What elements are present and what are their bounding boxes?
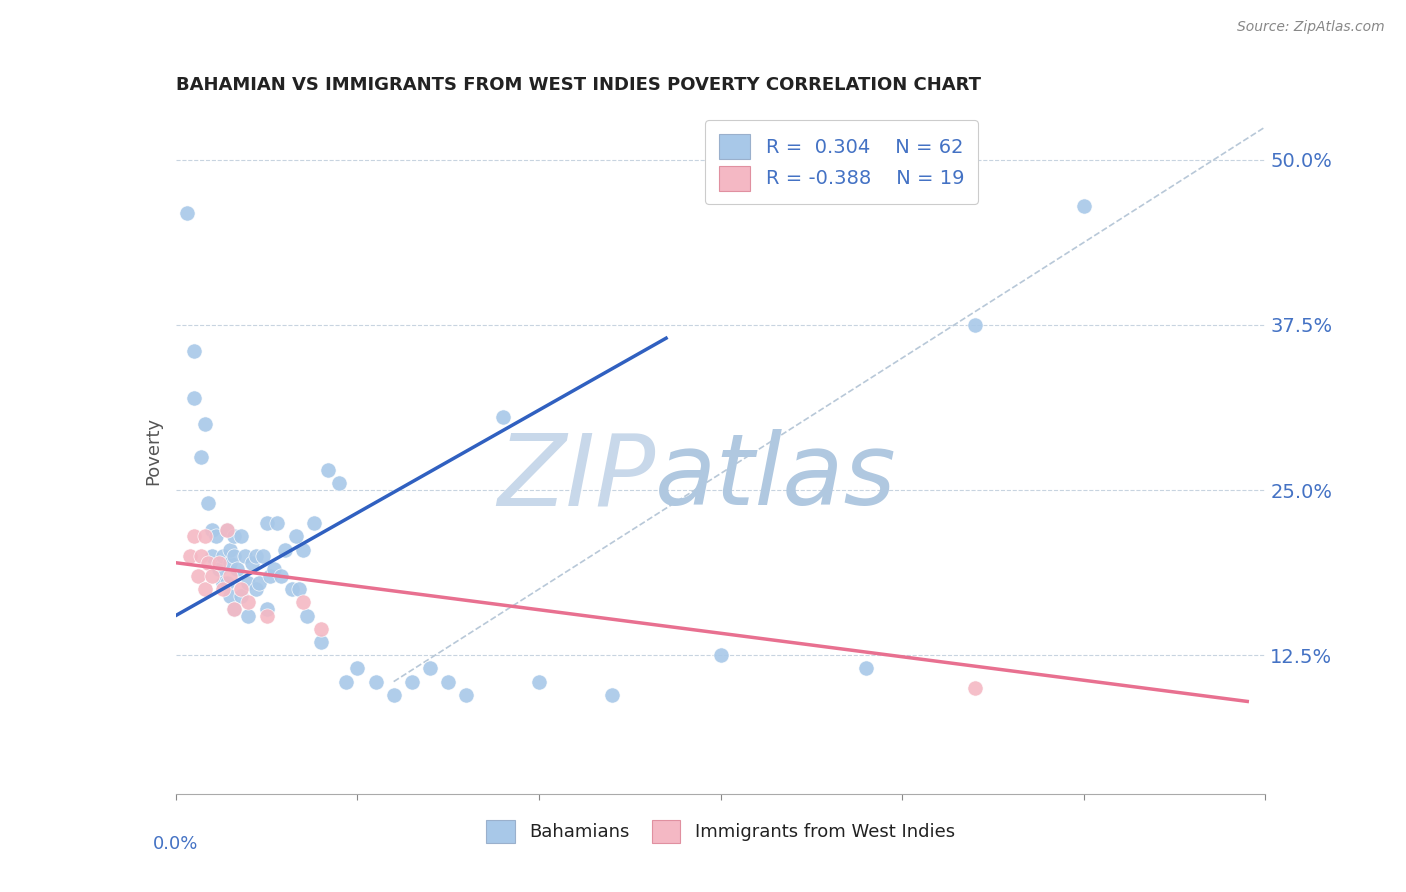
Point xyxy=(231,582,253,596)
Point xyxy=(302,516,325,530)
Point xyxy=(179,549,201,563)
Point xyxy=(295,608,318,623)
Text: atlas: atlas xyxy=(655,429,897,526)
Point xyxy=(309,622,332,636)
Point xyxy=(238,595,260,609)
Point xyxy=(318,463,340,477)
Text: Source: ZipAtlas.com: Source: ZipAtlas.com xyxy=(1237,20,1385,34)
Point xyxy=(208,556,231,570)
Point xyxy=(335,674,357,689)
Point xyxy=(183,391,205,405)
Point xyxy=(212,549,235,563)
Point xyxy=(963,318,986,332)
Point xyxy=(266,516,288,530)
Point xyxy=(240,556,263,570)
Point xyxy=(222,529,245,543)
Point xyxy=(527,674,550,689)
Text: 0.0%: 0.0% xyxy=(153,835,198,853)
Point xyxy=(201,569,224,583)
Point xyxy=(245,549,267,563)
Point xyxy=(219,589,242,603)
Point xyxy=(247,575,270,590)
Point xyxy=(215,523,238,537)
Point xyxy=(710,648,733,663)
Point xyxy=(212,575,235,590)
Point xyxy=(183,529,205,543)
Point xyxy=(256,516,278,530)
Text: BAHAMIAN VS IMMIGRANTS FROM WEST INDIES POVERTY CORRELATION CHART: BAHAMIAN VS IMMIGRANTS FROM WEST INDIES … xyxy=(176,77,981,95)
Point xyxy=(190,450,212,464)
Point xyxy=(291,595,314,609)
Point xyxy=(219,542,242,557)
Point xyxy=(219,556,242,570)
Point xyxy=(600,688,623,702)
Point xyxy=(256,602,278,616)
Point xyxy=(201,523,224,537)
Point xyxy=(419,661,441,675)
Point xyxy=(219,569,242,583)
Point xyxy=(238,575,260,590)
Point xyxy=(212,582,235,596)
Point xyxy=(194,529,217,543)
Point xyxy=(364,674,387,689)
Point xyxy=(215,523,238,537)
Point xyxy=(226,562,249,576)
Point xyxy=(284,529,307,543)
Point xyxy=(328,476,350,491)
Point xyxy=(270,569,292,583)
Point xyxy=(215,575,238,590)
Point xyxy=(288,582,311,596)
Point xyxy=(263,562,285,576)
Point xyxy=(382,688,405,702)
Point xyxy=(197,556,219,570)
Point xyxy=(233,549,256,563)
Text: ZIP: ZIP xyxy=(496,429,655,526)
Legend: Bahamians, Immigrants from West Indies: Bahamians, Immigrants from West Indies xyxy=(475,809,966,854)
Point xyxy=(231,529,253,543)
Point xyxy=(456,688,478,702)
Point xyxy=(855,661,877,675)
Point xyxy=(222,549,245,563)
Point xyxy=(190,549,212,563)
Point xyxy=(231,589,253,603)
Point xyxy=(222,602,245,616)
Point xyxy=(259,569,281,583)
Point xyxy=(194,417,217,431)
Point xyxy=(437,674,460,689)
Point xyxy=(256,608,278,623)
Point xyxy=(201,549,224,563)
Point xyxy=(194,582,217,596)
Point xyxy=(183,344,205,359)
Point xyxy=(204,529,226,543)
Point xyxy=(238,608,260,623)
Point xyxy=(291,542,314,557)
Point xyxy=(492,410,515,425)
Y-axis label: Poverty: Poverty xyxy=(145,417,163,484)
Point xyxy=(281,582,304,596)
Point xyxy=(401,674,423,689)
Point xyxy=(1073,199,1095,213)
Point xyxy=(346,661,368,675)
Point xyxy=(186,569,209,583)
Point xyxy=(245,582,267,596)
Point xyxy=(222,602,245,616)
Point xyxy=(309,635,332,649)
Point xyxy=(274,542,297,557)
Point xyxy=(963,681,986,696)
Point xyxy=(208,562,231,576)
Point xyxy=(176,205,198,219)
Point xyxy=(252,549,274,563)
Point xyxy=(197,496,219,510)
